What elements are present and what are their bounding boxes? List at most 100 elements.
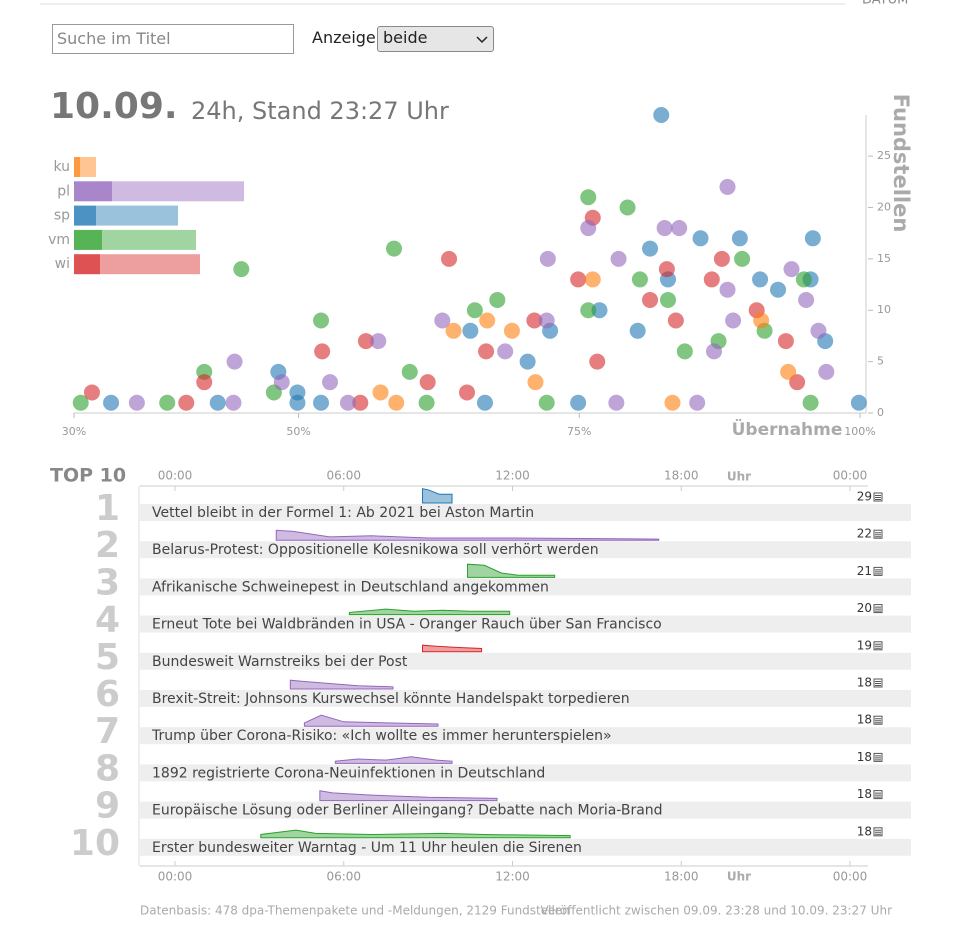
point bbox=[591, 302, 608, 319]
point bbox=[233, 261, 250, 278]
count-icon bbox=[873, 604, 883, 614]
point bbox=[314, 343, 331, 360]
count-icon bbox=[873, 492, 883, 502]
point bbox=[386, 240, 403, 257]
row-bg bbox=[138, 801, 911, 819]
time-tick-label: 12:00 bbox=[495, 870, 530, 884]
count-icon bbox=[875, 829, 881, 835]
point bbox=[370, 333, 387, 350]
count: 29 bbox=[857, 490, 872, 504]
point bbox=[178, 394, 195, 411]
point bbox=[103, 394, 120, 411]
count: 18 bbox=[857, 787, 872, 801]
headline: Erster bundesweiter Warntag - Um 11 Uhr … bbox=[152, 840, 582, 856]
point bbox=[196, 374, 213, 391]
point bbox=[608, 394, 625, 411]
time-unit: Uhr bbox=[727, 470, 751, 484]
point bbox=[659, 291, 676, 308]
subtitle: 24h, Stand 23:27 Uhr bbox=[191, 97, 449, 125]
sparkline bbox=[422, 644, 483, 653]
x-tick-label: 75% bbox=[567, 425, 591, 438]
point bbox=[83, 384, 100, 401]
count: 19 bbox=[857, 638, 872, 652]
point bbox=[339, 394, 356, 411]
count: 20 bbox=[857, 601, 872, 615]
point bbox=[459, 384, 475, 401]
placeholder: Suche im Titel bbox=[57, 29, 171, 48]
row-bg bbox=[138, 504, 911, 521]
point bbox=[128, 394, 145, 411]
point bbox=[538, 394, 555, 411]
count-icon bbox=[873, 752, 883, 762]
point bbox=[503, 322, 520, 339]
point bbox=[610, 250, 627, 267]
point bbox=[570, 271, 587, 288]
point bbox=[725, 312, 742, 329]
headline: Vettel bleibt in der Formel 1: Ab 2021 b… bbox=[152, 505, 534, 521]
display-select[interactable]: beide bbox=[377, 26, 494, 52]
category-label: sp bbox=[54, 208, 70, 224]
point bbox=[619, 199, 636, 216]
time-tick-label: 00:00 bbox=[158, 469, 193, 483]
count-icon bbox=[875, 569, 881, 575]
point bbox=[526, 312, 543, 329]
bar-segment bbox=[96, 205, 178, 226]
headline: Europäische Lösung oder Berliner Alleing… bbox=[152, 803, 663, 819]
time-tick-label: 00:00 bbox=[833, 469, 868, 483]
rank: 4 bbox=[95, 600, 120, 641]
point bbox=[357, 333, 374, 350]
category-label: pl bbox=[57, 183, 70, 199]
headline: Trump über Corona-Risiko: «Ich wollte es… bbox=[151, 728, 612, 744]
point bbox=[667, 312, 684, 329]
point bbox=[434, 312, 451, 329]
bar-segment bbox=[74, 205, 96, 226]
date: 10.09. bbox=[50, 86, 178, 127]
count: 18 bbox=[857, 824, 872, 838]
bar-segment bbox=[74, 254, 100, 275]
point bbox=[388, 394, 405, 411]
point bbox=[850, 394, 867, 411]
count-icon bbox=[873, 566, 883, 576]
point bbox=[810, 322, 827, 339]
point bbox=[580, 302, 597, 319]
row-bg bbox=[138, 727, 911, 745]
point bbox=[802, 394, 819, 411]
time-tick-label: 18:00 bbox=[664, 469, 699, 483]
point bbox=[703, 271, 720, 288]
search-input[interactable]: Suche im Titel bbox=[52, 24, 294, 54]
point bbox=[731, 230, 748, 247]
count: 18 bbox=[857, 676, 872, 690]
point bbox=[671, 220, 688, 237]
point bbox=[441, 250, 458, 267]
count: 18 bbox=[857, 713, 872, 727]
sort-menu[interactable]: DATUM bbox=[862, 0, 908, 8]
headline: Brexit-Streit: Johnsons Kurswechsel könn… bbox=[152, 691, 630, 707]
bar-segment bbox=[74, 181, 112, 202]
point bbox=[770, 281, 787, 298]
point bbox=[789, 374, 806, 391]
point bbox=[752, 271, 769, 288]
category-label: vm bbox=[48, 232, 70, 248]
point bbox=[401, 363, 418, 380]
point bbox=[642, 240, 659, 257]
bar-segment bbox=[74, 157, 80, 177]
y-tick-label: 5 bbox=[877, 355, 884, 368]
point bbox=[580, 220, 597, 237]
point bbox=[795, 271, 812, 288]
rank: 5 bbox=[95, 637, 120, 678]
y-label: Fundstellen bbox=[889, 94, 913, 233]
point bbox=[478, 343, 495, 360]
sparkline bbox=[319, 790, 498, 802]
point bbox=[313, 312, 330, 329]
rank: 3 bbox=[95, 562, 120, 603]
category-label: ku bbox=[53, 159, 70, 175]
point bbox=[539, 250, 556, 267]
chevron bbox=[476, 36, 488, 44]
sparkline bbox=[260, 829, 571, 839]
headline: Bundesweit Warnstreiks bei der Post bbox=[152, 654, 408, 670]
point bbox=[818, 363, 835, 380]
point bbox=[713, 250, 730, 267]
rank: 8 bbox=[95, 748, 120, 789]
point bbox=[352, 394, 369, 411]
